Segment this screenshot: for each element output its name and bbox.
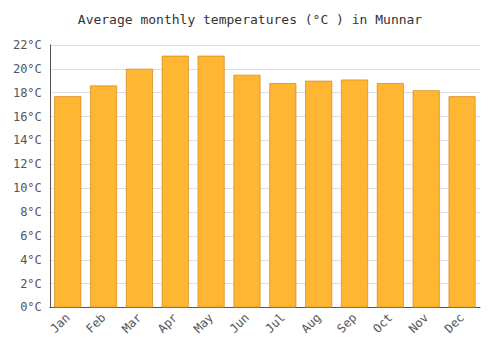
svg-text:Feb: Feb [83,311,108,336]
svg-text:8°C: 8°C [20,205,42,219]
svg-text:0°C: 0°C [20,300,42,314]
svg-text:18°C: 18°C [13,86,42,100]
svg-text:10°C: 10°C [13,181,42,195]
svg-text:Jan: Jan [47,311,72,336]
svg-text:16°C: 16°C [13,110,42,124]
svg-text:Oct: Oct [370,311,395,336]
svg-text:Jul: Jul [263,311,288,336]
svg-text:6°C: 6°C [20,229,42,243]
svg-text:4°C: 4°C [20,253,42,267]
svg-text:Dec: Dec [442,311,467,336]
svg-text:Sep: Sep [334,311,359,336]
svg-text:Average monthly temperatures (: Average monthly temperatures (°C ) in Mu… [78,12,423,27]
svg-text:14°C: 14°C [13,133,42,147]
svg-text:Mar: Mar [119,311,144,336]
svg-text:Nov: Nov [406,311,431,336]
svg-text:12°C: 12°C [13,157,42,171]
svg-text:Jun: Jun [227,311,252,336]
svg-text:22°C: 22°C [13,38,42,52]
svg-text:Aug: Aug [298,311,323,336]
svg-text:Apr: Apr [155,311,180,336]
svg-text:May: May [191,311,216,336]
svg-text:20°C: 20°C [13,62,42,76]
svg-text:2°C: 2°C [20,277,42,291]
